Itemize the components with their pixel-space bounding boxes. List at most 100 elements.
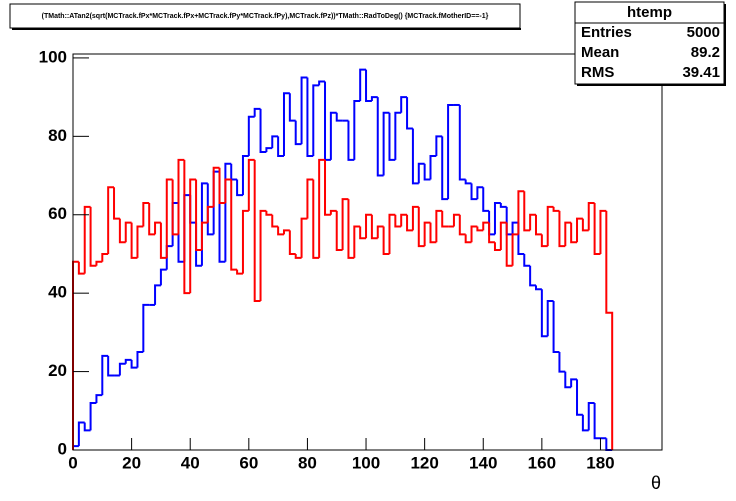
histogram-bin [341, 198, 349, 251]
histogram-bin [130, 359, 138, 369]
y-tick-label: 100 [39, 47, 67, 66]
histogram-bin [124, 221, 132, 243]
histogram-bin [118, 362, 126, 376]
histogram-bin [476, 186, 484, 200]
histogram-bin [318, 80, 326, 86]
histogram-bin [224, 162, 232, 262]
histogram-bin [365, 69, 372, 103]
histogram-bin [599, 209, 607, 254]
histogram-bin [206, 205, 214, 223]
histogram-bin [236, 269, 243, 275]
histogram-bin [552, 301, 560, 353]
histogram-bin [581, 218, 589, 232]
histogram-bin [277, 136, 284, 157]
histogram-bin [247, 158, 255, 211]
histogram-bin [241, 209, 249, 274]
histogram-bin [259, 209, 267, 302]
histogram-bin [593, 202, 601, 255]
stats-value: 89.2 [691, 44, 720, 61]
histogram-bin [236, 179, 243, 197]
histogram-bin [382, 226, 390, 255]
histogram-bin [288, 230, 296, 255]
histogram-bin [523, 253, 531, 267]
histogram-bin [148, 202, 156, 236]
histogram-bin [347, 120, 355, 161]
histogram-bin [552, 206, 560, 212]
x-tick-label: 60 [239, 453, 258, 472]
x-tick-label: 0 [68, 453, 77, 472]
histogram-bin [359, 226, 367, 240]
histogram-bin [288, 93, 296, 122]
histogram-bin [224, 178, 232, 203]
histogram-bin [482, 187, 490, 212]
histogram-bin [83, 205, 91, 274]
histogram-bin [277, 226, 284, 236]
histogram-bin [376, 97, 384, 177]
y-tick-label: 20 [48, 361, 67, 380]
histogram-bin [154, 221, 161, 235]
histogram-bin [200, 221, 208, 251]
histogram-bin [312, 179, 320, 259]
y-tick-label: 60 [48, 204, 67, 223]
histogram-bin [212, 166, 220, 207]
x-axis-label: θ [651, 473, 661, 493]
histogram-bin [529, 213, 536, 231]
histogram-bin [534, 214, 542, 236]
stats-label: RMS [581, 64, 614, 81]
histogram-bin [347, 199, 355, 259]
histogram-bin [581, 414, 589, 432]
histogram-bin [271, 214, 279, 228]
histogram-bin [423, 163, 431, 181]
y-tick-label: 40 [48, 283, 67, 302]
histogram-bin [423, 221, 431, 247]
histogram-bin [464, 179, 472, 185]
histogram-bin [517, 190, 525, 235]
histogram-bin [136, 225, 144, 258]
histogram-bin [118, 218, 126, 244]
histogram-bin [540, 234, 548, 248]
histogram-bin [570, 378, 578, 388]
histogram-bin [130, 222, 138, 259]
histogram-bin [558, 210, 566, 248]
histogram-bin [324, 81, 331, 161]
histogram-bin [89, 401, 97, 431]
histogram-bin [546, 205, 554, 247]
histogram-bin [370, 214, 378, 240]
histogram-bin [429, 222, 437, 244]
x-tick-label: 80 [298, 453, 317, 472]
histogram-bin [171, 179, 179, 236]
histogram-bin [382, 111, 390, 176]
histogram-bin [429, 154, 437, 180]
histogram-bin [329, 209, 337, 215]
histogram-bin [89, 206, 97, 267]
histogram-bin [329, 111, 337, 160]
histogram-bin [206, 183, 214, 236]
x-tick-label: 40 [181, 453, 200, 472]
chart-title: (TMath::ATan2(sqrt(MCTrack.fPx*MCTrack.f… [42, 13, 489, 20]
histogram-bin [230, 179, 238, 271]
histogram-bin [564, 371, 572, 389]
histogram-bin [458, 214, 466, 236]
histogram-bin [253, 107, 261, 117]
histogram-bin [353, 225, 361, 258]
histogram-bin [107, 355, 115, 377]
histogram-bin [435, 135, 443, 156]
histogram-bin [271, 135, 279, 149]
title-box [9, 3, 521, 29]
histogram-bin [318, 158, 326, 258]
histogram-bin [294, 253, 302, 259]
histogram-bin [359, 68, 367, 102]
histogram-bin [400, 213, 408, 227]
histogram-bin [470, 225, 478, 243]
histogram-bin [493, 242, 501, 252]
histogram-bin [394, 214, 402, 228]
stats-value: 39.41 [682, 64, 720, 81]
histogram-bin [282, 229, 290, 235]
histogram-bin [142, 201, 150, 227]
histogram-bin [101, 354, 109, 396]
histogram-bin [488, 222, 495, 244]
histogram-bin [335, 210, 343, 252]
histogram-bin [335, 112, 343, 122]
histogram-bin [411, 205, 419, 231]
histogram-bin [546, 300, 554, 337]
